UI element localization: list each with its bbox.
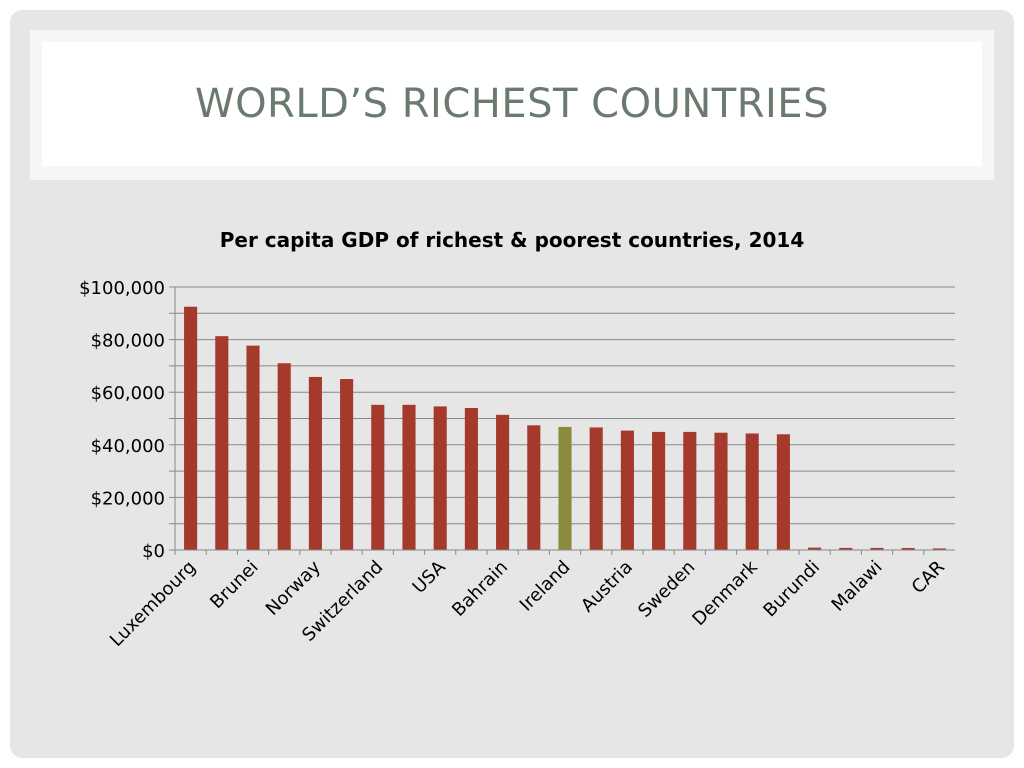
y-tick-label: $80,000	[91, 331, 165, 352]
x-tick-label: Ireland	[516, 557, 575, 616]
bar-unlabeled-23	[901, 548, 915, 550]
x-tick-label: Sweden	[634, 557, 699, 622]
bar-denmark	[745, 433, 759, 550]
bar-burundi	[808, 547, 822, 550]
bar-bahrain	[496, 414, 510, 550]
bar-sweden	[683, 431, 697, 550]
x-tick-label: Denmark	[688, 556, 762, 630]
bar-car	[932, 548, 946, 550]
bar-unlabeled-15	[652, 431, 666, 550]
bar-brunei	[246, 345, 260, 550]
bar-unlabeled-9	[464, 407, 478, 550]
y-tick-label: $20,000	[91, 488, 165, 509]
bar-ireland	[558, 426, 572, 550]
bar-unlabeled-13	[589, 427, 603, 550]
y-axis-ticks: $0 $20,000 $40,000 $60,000 $80,000 $100,000	[79, 278, 165, 562]
bar-unlabeled-17	[714, 432, 728, 550]
bar-unlabeled-21	[839, 547, 853, 550]
bar-unlabeled-1	[215, 336, 229, 550]
y-tick-label: $60,000	[91, 383, 165, 404]
bars	[184, 306, 946, 550]
x-tick-label: Brunei	[206, 557, 262, 613]
axes	[174, 287, 955, 551]
x-tick-label: Malawi	[828, 557, 887, 616]
x-tick-label: Burundi	[760, 557, 825, 622]
bar-malawi	[870, 547, 884, 550]
y-tick-label: $40,000	[91, 436, 165, 457]
bar-unlabeled-5	[340, 379, 354, 550]
slide-title: WORLD’S RICHEST COUNTRIES	[195, 81, 829, 127]
bar-austria	[620, 430, 634, 550]
bar-unlabeled-3	[277, 363, 291, 550]
x-tick-label: CAR	[908, 557, 949, 598]
bar-unlabeled-19	[776, 434, 790, 550]
y-tick-label: $100,000	[79, 278, 165, 299]
title-box: WORLD’S RICHEST COUNTRIES	[42, 42, 982, 166]
bar-unlabeled-11	[527, 425, 541, 550]
x-tick-label: Norway	[262, 556, 325, 619]
bar-switzerland	[371, 404, 385, 550]
x-tick-label: USA	[409, 556, 451, 598]
chart-title: Per capita GDP of richest & poorest coun…	[220, 228, 805, 252]
x-tick-label: Luxembourg	[106, 557, 200, 651]
bar-unlabeled-7	[402, 404, 416, 550]
x-tick-label: Bahrain	[448, 557, 512, 621]
bar-norway	[308, 376, 322, 550]
bar-usa	[433, 406, 447, 550]
y-tick-label: $0	[142, 541, 165, 562]
x-tick-label: Austria	[577, 557, 637, 617]
bar-luxembourg	[184, 306, 198, 550]
